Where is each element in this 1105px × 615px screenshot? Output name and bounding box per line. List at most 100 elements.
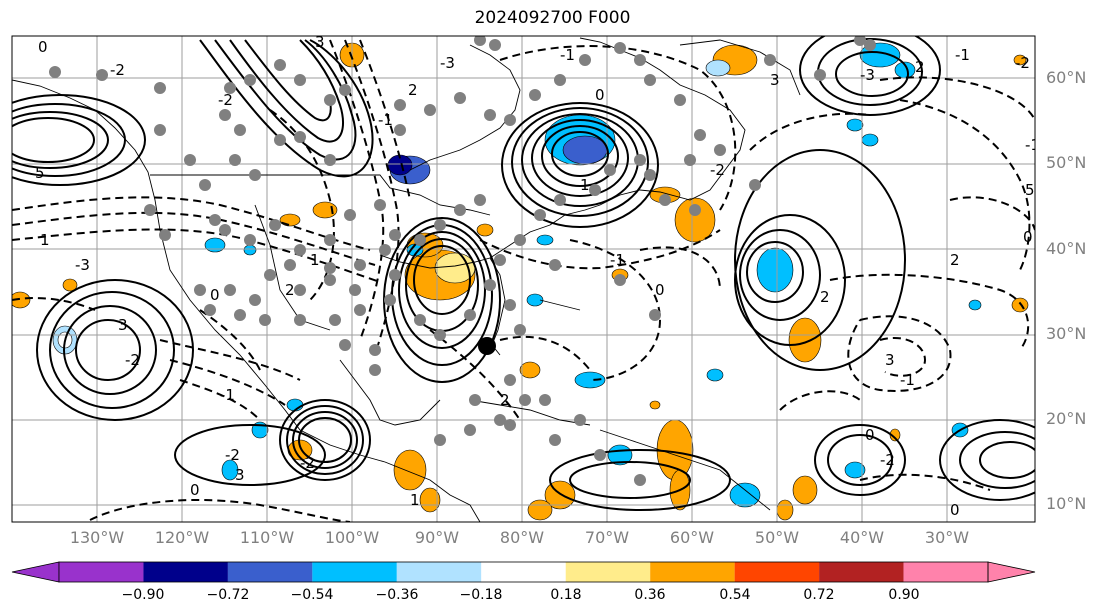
contour-label: -1 [378,111,393,129]
contour-label: 0 [655,281,665,299]
station-dots [49,36,876,486]
station-dot [96,69,108,81]
colorbar-extend-high [987,561,1036,583]
contour-label: 0 [865,426,875,444]
station-dot [614,274,626,286]
station-dot [749,179,761,191]
station-dot [614,42,626,54]
contour-label: 2 [915,58,925,76]
station-dot [369,364,381,376]
colorbar-tick-label: 0.36 [634,587,666,603]
contour-label: 1 [410,491,420,509]
station-dot [234,124,246,136]
colorbar-segment [565,562,651,582]
station-dot [764,54,776,66]
contour-label: -1 [610,251,625,269]
station-dot [454,204,466,216]
station-dot [484,109,496,121]
contour-label: -1 [560,46,575,64]
station-dot [674,94,686,106]
station-dot [644,169,656,181]
station-dot [324,234,336,246]
anomaly-region [526,293,544,307]
anomaly-region [519,361,541,379]
contour-label: -2 [710,161,725,179]
contour-label: 5 [35,164,45,182]
station-dot [229,154,241,166]
station-dot [269,219,281,231]
station-dot [339,84,351,96]
station-dot [379,244,391,256]
station-dot [519,394,531,406]
station-dot [244,74,256,86]
lon-label-90: 90°W [414,528,460,547]
station-dot [224,284,236,296]
station-dot [434,329,446,341]
anomaly-region [705,59,731,77]
station-dot [274,59,286,71]
contour-label: -1 [900,371,915,389]
station-dot [434,219,446,231]
contour-label: -2 [125,351,140,369]
station-dot [604,164,616,176]
station-dot [344,209,356,221]
contour-label: 2 [820,288,830,306]
lat-label-20: 20°N [1046,409,1087,428]
contour-label: -2 [218,91,233,109]
contour-label: 0 [1023,228,1033,246]
station-dot [284,259,296,271]
station-dot [249,169,261,181]
anomaly-region [204,237,226,253]
station-dot [294,131,306,143]
contour-label: 2 [285,281,295,299]
contour-label: 5 [1025,181,1035,199]
anomaly-region [968,299,982,311]
station-dot [659,194,671,206]
station-dot [594,449,606,461]
station-dot [349,284,361,296]
lat-label-30: 30°N [1046,324,1087,343]
anomaly-region [844,461,866,479]
contour-label: 1 [580,176,590,194]
station-dot [199,179,211,191]
colorbar-segment [396,562,482,582]
station-dot [514,234,526,246]
lat-label-10: 10°N [1046,494,1087,513]
station-dot [469,394,481,406]
colorbar-frame [58,561,989,583]
station-dot [854,36,866,46]
station-dot [714,144,726,156]
station-dot [504,419,516,431]
contour-labels: 0-23-35-12-2 0-11-23-150-2-3 2-11-33-20123… [35,36,1035,519]
station-dot [384,294,396,306]
station-dot [534,209,546,221]
lon-label-110: 110°W [239,528,295,547]
station-dot [504,114,516,126]
anomaly-region [243,244,257,256]
station-dot [494,254,506,266]
colorbar-segment [312,562,397,582]
anomaly-region [649,400,661,410]
anomaly-region [776,499,794,521]
colorbar-segment [819,562,904,582]
contour-label: -1 [955,46,970,64]
anomaly-fill-layer [12,42,1029,521]
lon-label-70: 70°W [584,528,630,547]
station-dot [49,66,61,78]
map-frame [11,35,1036,523]
anomaly-region [792,475,818,505]
contour-label: 2 [408,81,418,99]
lon-label-50: 50°W [754,528,800,547]
lon-label-40: 40°W [839,528,885,547]
station-dot [864,39,876,51]
anomaly-region [393,449,427,491]
contour-label: -3 [440,54,455,72]
contour-label: 3 [770,71,780,89]
station-dot [554,194,566,206]
station-dot [294,314,306,326]
anomaly-region [12,291,31,309]
station-dot [694,129,706,141]
contour-label: 1 [40,231,50,249]
station-dot [454,92,466,104]
contour-label: 0 [38,38,48,56]
